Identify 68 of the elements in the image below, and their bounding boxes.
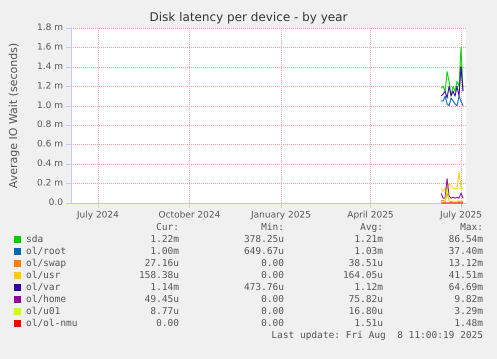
text: 164.05u	[342, 270, 383, 281]
text: 9.82m	[454, 294, 483, 305]
text: 378.25u	[244, 234, 284, 245]
text: 0.00	[261, 294, 284, 305]
x-tick-label: January 2025	[250, 210, 311, 220]
text: 0.00	[261, 270, 284, 281]
text: 158.38u	[138, 270, 179, 281]
text: Min:	[261, 222, 284, 233]
legend-label: ol/u01	[26, 306, 60, 317]
text: Avg:	[360, 222, 383, 233]
text: 1.22m	[150, 234, 179, 245]
legend-label: ol/swap	[26, 258, 66, 269]
text: 13.12m	[448, 258, 483, 269]
x-tick-label: April 2025	[347, 210, 394, 220]
text: 1.14m	[150, 282, 179, 293]
text: Last update: Fri Aug 8 11:00:19 2025	[271, 330, 483, 341]
legend-label: ol/home	[26, 294, 66, 305]
y-tick-label: 1.6 m	[37, 42, 63, 52]
line-series	[440, 46, 464, 97]
text: 1.03m	[354, 246, 383, 257]
text: 38.51u	[348, 258, 383, 269]
y-tick-label: 0.6 m	[37, 140, 63, 150]
line-series	[440, 192, 464, 203]
text: 1.51u	[354, 318, 383, 329]
legend-label: sda	[26, 234, 44, 245]
y-tick-label: 1.0 m	[37, 100, 63, 111]
text: 49.45u	[144, 294, 179, 305]
y-tick-label: 0.8 m	[37, 120, 63, 130]
y-tick-label: 0.4 m	[37, 159, 63, 170]
x-tick-label: October 2024	[158, 210, 221, 220]
text: 0.00	[261, 306, 284, 317]
text: 473.76u	[244, 282, 284, 293]
line-series	[440, 178, 464, 199]
text: 1.12m	[354, 282, 383, 293]
text: 649.67u	[244, 246, 284, 257]
text: 16.80u	[348, 306, 383, 317]
text: 0.00	[261, 318, 284, 329]
y-tick-label: 1.8 m	[37, 23, 63, 33]
y-tick-label: 0.0	[48, 198, 64, 208]
legend-label: ol/ol-nmu	[26, 318, 78, 329]
text: 1.21m	[354, 234, 383, 245]
text: 1.00m	[150, 246, 179, 257]
y-tick-label: 1.4 m	[37, 62, 63, 72]
legend-label: ol/usr	[26, 270, 60, 281]
text: 0.00	[261, 258, 284, 269]
text: 27.16u	[144, 258, 179, 269]
legend-label: ol/root	[26, 246, 66, 257]
text: 64.69m	[448, 282, 483, 293]
text: 86.54m	[448, 234, 483, 245]
text: 3.29m	[454, 306, 483, 317]
text: 8.77u	[150, 306, 179, 317]
legend-label: ol/var	[26, 282, 60, 293]
y-tick-label: 0.2 m	[37, 178, 63, 189]
text: 75.82u	[348, 294, 383, 305]
x-tick-label: July 2025	[439, 210, 482, 220]
y-axis-title: Average IO Wait (seconds)	[7, 42, 20, 188]
text: 0.00	[156, 318, 179, 329]
y-tick-label: 1.2 m	[37, 81, 63, 92]
text: Cur:	[156, 222, 179, 233]
line-series	[440, 171, 464, 192]
line-series	[440, 66, 464, 98]
chart-title: Disk latency per device - by year	[150, 10, 348, 24]
text: 1.48m	[454, 318, 483, 329]
text: 37.40m	[448, 246, 483, 257]
x-tick-label: July 2024	[76, 210, 120, 220]
line-series	[440, 96, 464, 106]
text: 41.51m	[448, 270, 483, 281]
text: Max:	[460, 222, 483, 233]
